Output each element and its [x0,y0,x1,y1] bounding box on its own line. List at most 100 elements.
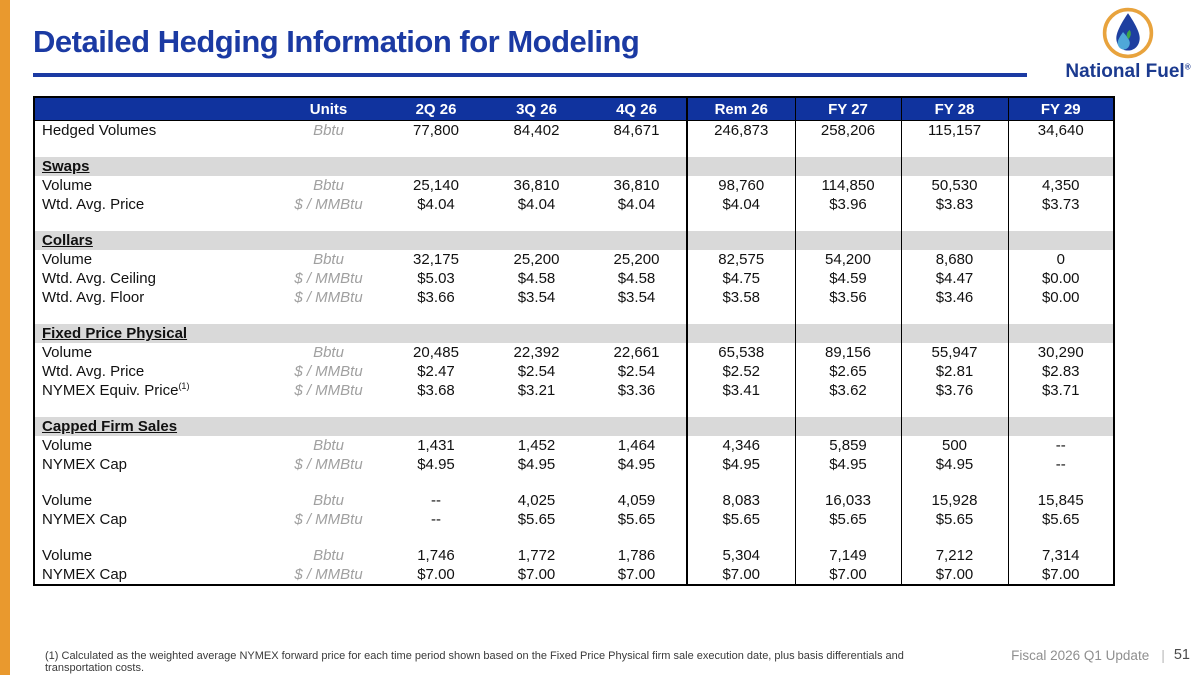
slide-footer: Fiscal 2026 Q1 Update | 51 [1011,647,1190,663]
registered-mark: ® [1184,62,1191,72]
column-header: Units [271,97,386,121]
empty-cell [1007,529,1114,546]
empty-cell [587,140,687,157]
cell-value: 5,304 [686,546,795,565]
empty-cell [486,157,587,176]
table-row: Volume Bbtu -- 4,025 4,059 8,083 16,033 15,928 1… [34,491,1114,510]
cell-value: $3.36 [617,382,656,399]
table-body: Hedged Volumes Bbtu 77,800 84,402 84,671 246,… [34,120,1114,585]
cell-value: 22,392 [513,344,560,361]
table-row: NYMEX Equiv. Price(1) $ / MMBtu $3.68 $3.21… [34,381,1114,400]
cell-value: 4,350 [1007,176,1114,195]
cell-value: $7.00 [517,566,556,583]
empty-cell [486,231,587,250]
cell-value: 7,149 [794,546,901,565]
empty-cell [486,400,587,417]
empty-cell [271,231,386,250]
column-header: FY 29 [1007,97,1114,121]
empty-cell [794,231,901,250]
footer-divider: | [1161,647,1165,663]
empty-cell [587,231,687,250]
table-row: Volume Bbtu 1,431 1,452 1,464 4,346 5,859 500 -- [34,436,1114,455]
cell-value: 15,845 [1007,491,1114,510]
table-row: NYMEX Cap $ / MMBtu $4.95 $4.95 $4.95 $4.95 $4… [34,455,1114,474]
logo-wordmark: National Fuel® [1065,61,1191,82]
cell-value: $2.83 [1007,362,1114,381]
cell-value: $4.04 [517,196,556,213]
empty-cell [900,231,1008,250]
cell-value: $4.95 [517,456,556,473]
cell-value: -- [1007,455,1114,474]
empty-cell [386,231,486,250]
cell-value: $5.65 [1007,510,1114,529]
cell-value: -- [1007,436,1114,455]
empty-cell [386,324,486,343]
cell-value: 22,661 [613,344,660,361]
row-units: Bbtu [313,547,344,564]
cell-value: $7.00 [617,566,656,583]
empty-cell [271,324,386,343]
cell-value: $4.04 [417,196,455,213]
cell-value: $7.00 [1007,565,1114,585]
row-units: $ / MMBtu [294,363,363,380]
cell-value: 34,640 [1007,120,1114,140]
column-header: 3Q 26 [486,97,587,121]
spacer-row [34,400,1114,417]
cell-value: 1,786 [617,547,656,564]
cell-value: $2.81 [900,362,1008,381]
cell-value: 30,290 [1007,343,1114,362]
cell-value: 500 [900,436,1008,455]
section-row: Fixed Price Physical [34,324,1114,343]
left-accent-bar [0,0,10,675]
cell-value: 89,156 [794,343,901,362]
empty-cell [587,529,687,546]
column-header: 2Q 26 [386,97,486,121]
cell-value: $4.95 [900,455,1008,474]
empty-cell [1007,324,1114,343]
empty-cell [34,307,271,324]
cell-value: $7.00 [686,565,795,585]
cell-value: $2.54 [617,363,656,380]
cell-value: 32,175 [413,251,459,268]
empty-cell [386,157,486,176]
cell-value: $5.65 [517,511,556,528]
empty-cell [1007,417,1114,436]
footnote: (1) Calculated as the weighted average N… [45,650,904,674]
cell-value: $0.00 [1007,269,1114,288]
empty-cell [900,307,1008,324]
table-row: Hedged Volumes Bbtu 77,800 84,402 84,671 246,… [34,120,1114,140]
empty-cell [486,324,587,343]
cell-value: 77,800 [413,122,459,139]
row-units: $ / MMBtu [294,196,363,213]
empty-cell [794,140,901,157]
section-row: Collars [34,231,1114,250]
cell-value: 7,212 [900,546,1008,565]
cell-value: $5.65 [617,511,656,528]
empty-cell [386,214,486,231]
cell-value: $5.65 [686,510,795,529]
cell-value: $3.41 [686,381,795,400]
empty-cell [794,529,901,546]
empty-cell [271,474,386,491]
cell-value: $0.00 [1007,288,1114,307]
cell-value: $2.65 [794,362,901,381]
row-label: Volume [42,251,93,268]
empty-cell [587,157,687,176]
empty-cell [587,307,687,324]
empty-cell [900,140,1008,157]
cell-value: 7,314 [1007,546,1114,565]
cell-value: 84,671 [613,122,660,139]
cell-value: 1,452 [517,437,556,454]
empty-cell [34,400,271,417]
empty-cell [587,324,687,343]
title-underline [33,73,1027,77]
page-title: Detailed Hedging Information for Modelin… [33,24,640,59]
cell-value: $2.52 [686,362,795,381]
empty-cell [386,529,486,546]
spacer-row [34,307,1114,324]
row-units: $ / MMBtu [294,289,363,306]
cell-value: $3.66 [417,289,455,306]
empty-cell [271,529,386,546]
table-row: NYMEX Cap $ / MMBtu $7.00 $7.00 $7.00 $7.00 $7… [34,565,1114,585]
empty-cell [1007,214,1114,231]
